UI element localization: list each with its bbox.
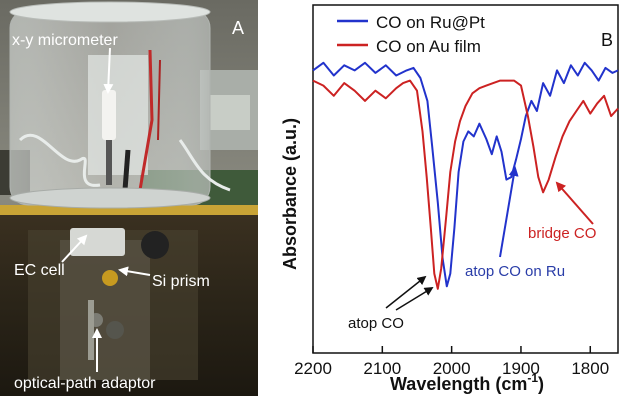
micrometer-arrow	[103, 47, 114, 94]
bridge-co-label: bridge CO	[528, 225, 596, 242]
x-tick-label: 1800	[571, 359, 609, 378]
x-axis-label: Wavelength (cm-1)	[390, 371, 544, 394]
x-tick-label: 1900	[502, 359, 540, 378]
legend-label-au: CO on Au film	[376, 37, 481, 56]
series-line-ru-pt	[312, 61, 619, 288]
x-axis: 2200 2100 2000 1900 1800	[294, 346, 609, 378]
series-line-au	[312, 79, 619, 290]
si-prism-arrow	[118, 266, 151, 277]
si-prism-label: Si prism	[152, 273, 210, 290]
y-axis-label: Absorbance (a.u.)	[280, 118, 300, 270]
adaptor-label: optical-path adaptor	[14, 375, 156, 392]
legend: CO on Ru@Pt CO on Au film	[337, 13, 485, 56]
ec-cell-arrow	[61, 234, 88, 263]
atop-arrow-1	[385, 275, 427, 309]
panel-a-label: A	[232, 18, 244, 38]
bridge-arrow	[555, 181, 594, 225]
atop-ru-arrow	[499, 166, 519, 258]
x-tick-label: 2100	[363, 359, 401, 378]
plot-frame	[312, 4, 619, 354]
panel-b-chart: Absorbance (a.u.) 2200 2100 2000 1900 1800 C…	[280, 4, 619, 394]
panel-a-photo: x-y micrometer EC cell Si prism optical-…	[0, 0, 258, 396]
micrometer-label: x-y micrometer	[12, 32, 118, 49]
x-axis-label-main: Wavelength (cm	[390, 374, 527, 394]
atop-co-label: atop CO	[348, 315, 404, 332]
ec-cell-label: EC cell	[14, 262, 65, 279]
atop-arrow-2	[395, 287, 434, 311]
panel-b-label: B	[601, 30, 613, 50]
x-tick-label: 2000	[433, 359, 471, 378]
x-axis-label-sup: -1	[527, 371, 538, 385]
series-layer	[312, 61, 619, 290]
x-axis-label-close: )	[538, 374, 544, 394]
x-tick-label: 2200	[294, 359, 332, 378]
legend-label-ru-pt: CO on Ru@Pt	[376, 13, 485, 32]
atop-co-ru-label: atop CO on Ru	[465, 263, 565, 280]
